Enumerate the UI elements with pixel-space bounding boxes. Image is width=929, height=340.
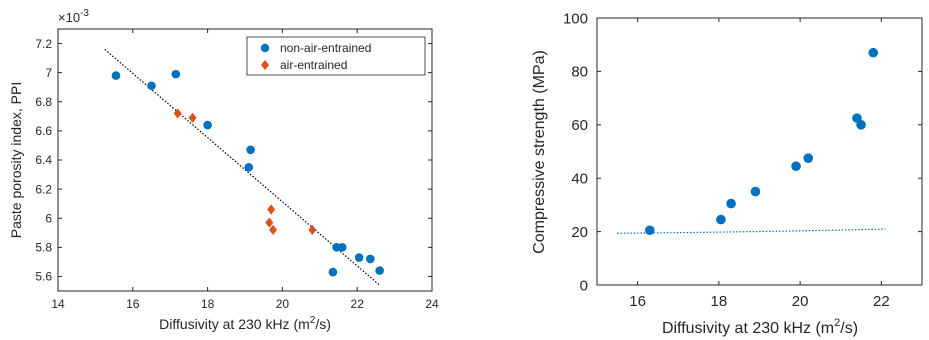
data-point bbox=[803, 153, 814, 163]
data-point bbox=[750, 186, 761, 197]
data-point bbox=[171, 69, 181, 79]
data-point-air-entrained bbox=[267, 204, 276, 215]
y-tick-label: 20 bbox=[571, 224, 588, 241]
x-tick-label: 20 bbox=[276, 297, 290, 311]
x-tick-label: 20 bbox=[792, 293, 809, 310]
data-point-air-entrained bbox=[173, 108, 182, 119]
data-point bbox=[147, 81, 156, 91]
strength-x-ticks: 16 18 20 22 bbox=[629, 18, 890, 310]
ppi-x-ticks: 14 16 18 20 22 24 bbox=[51, 29, 439, 311]
data-point bbox=[354, 253, 364, 262]
ppi-legend: non-air-entrained air-entrained bbox=[246, 36, 426, 76]
legend-label-non-air-entrained: non-air-entrained bbox=[280, 41, 371, 55]
x-tick-label: 16 bbox=[629, 293, 646, 310]
ppi-y-ticks: 5.6 5.8 6 6.2 6.4 6.6 6.8 7 7.2 bbox=[35, 37, 432, 284]
y-tick-label: 40 bbox=[571, 170, 588, 187]
y-tick-label: 6.4 bbox=[35, 153, 52, 167]
x-tick-label: 22 bbox=[351, 297, 365, 311]
y-tick-label: 6 bbox=[45, 211, 52, 225]
strength-x-axis-label: Diffusivity at 230 kHz (m2/s) bbox=[662, 317, 858, 337]
x-tick-label: 24 bbox=[425, 297, 439, 311]
x-tick-label: 18 bbox=[711, 293, 728, 310]
y-tick-label: 7 bbox=[45, 66, 52, 80]
data-point bbox=[375, 266, 384, 275]
strength-y-axis-label: Compressive strength (MPa) bbox=[531, 50, 548, 254]
data-point bbox=[365, 254, 375, 264]
data-point bbox=[328, 267, 338, 277]
legend-marker-non-air-entrained bbox=[260, 43, 270, 53]
data-point bbox=[791, 161, 801, 171]
strength-chart: 16 18 20 22 0 20 40 60 80 100 Diffusivity at 230… bbox=[531, 10, 923, 337]
data-point-air-entrained bbox=[188, 112, 197, 123]
data-point bbox=[203, 120, 212, 130]
x-tick-label: 22 bbox=[873, 293, 890, 310]
x-tick-label: 16 bbox=[126, 297, 140, 311]
data-point bbox=[726, 198, 736, 209]
data-point bbox=[111, 71, 121, 80]
ppi-legend-box bbox=[246, 36, 426, 76]
data-point bbox=[337, 243, 347, 252]
data-point bbox=[856, 120, 866, 130]
x-tick-label: 14 bbox=[51, 297, 65, 311]
y-tick-label: 100 bbox=[563, 10, 588, 27]
y-tick-label: 6.2 bbox=[35, 182, 52, 196]
data-point bbox=[246, 145, 255, 155]
y-tick-label: 6.8 bbox=[35, 95, 52, 109]
data-point bbox=[244, 162, 254, 172]
y-tick-label: 7.2 bbox=[35, 37, 52, 51]
ppi-y-multiplier: ×10-3 bbox=[58, 8, 89, 25]
y-tick-label: 6.6 bbox=[35, 124, 52, 138]
y-tick-label: 80 bbox=[571, 64, 588, 81]
strength-y-ticks: 0 20 40 60 80 100 bbox=[563, 10, 922, 294]
ppi-x-axis-label: Diffusivity at 230 kHz (m2/s) bbox=[159, 315, 331, 332]
y-tick-label: 5.8 bbox=[35, 241, 52, 255]
ppi-y-axis-label: Paste porosity index, PPI bbox=[8, 82, 24, 238]
y-tick-label: 5.6 bbox=[35, 270, 52, 284]
legend-label-air-entrained: air-entrained bbox=[280, 58, 347, 72]
legend-marker-air-entrained bbox=[261, 60, 269, 70]
data-point-air-entrained bbox=[265, 217, 274, 228]
data-point bbox=[716, 214, 726, 225]
y-tick-label: 60 bbox=[571, 117, 588, 134]
data-point-air-entrained bbox=[308, 224, 317, 235]
strength-plot-area bbox=[596, 17, 923, 286]
data-point-air-entrained bbox=[269, 224, 278, 235]
ppi-chart: 14 16 18 20 22 24 5.6 5.8 6 6.2 6.4 6.6 6.8 7 7.2 ×10… bbox=[8, 8, 439, 332]
x-tick-label: 18 bbox=[201, 297, 215, 311]
y-tick-label: 0 bbox=[580, 277, 588, 294]
data-point bbox=[868, 47, 879, 58]
data-point bbox=[645, 225, 655, 236]
